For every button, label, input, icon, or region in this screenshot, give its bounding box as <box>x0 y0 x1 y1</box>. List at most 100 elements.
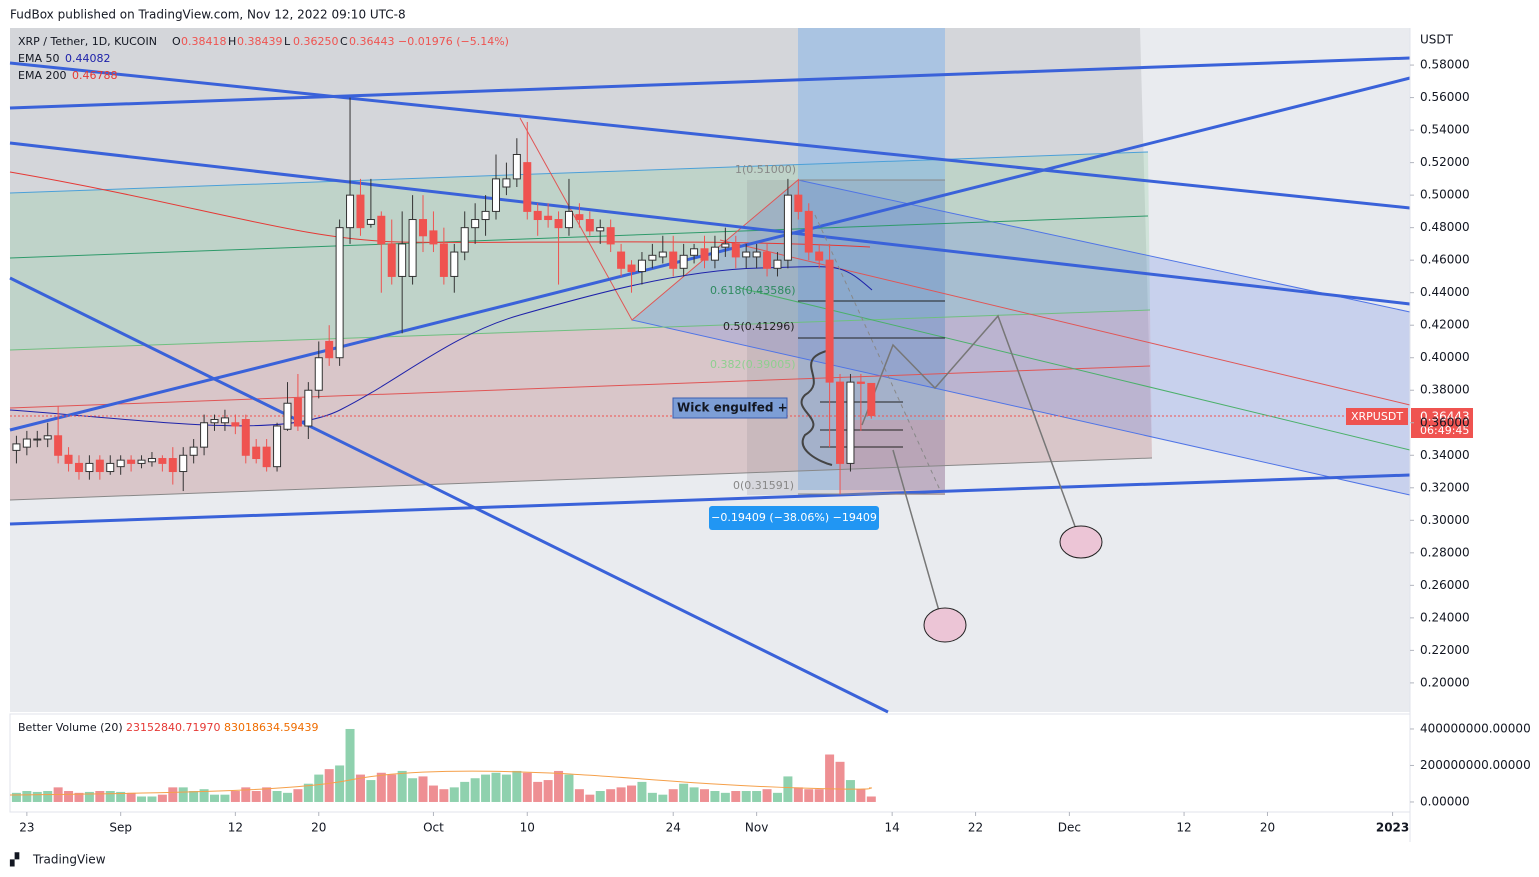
candle-body <box>220 417 229 424</box>
volume-bar <box>293 789 303 802</box>
volume-bar <box>491 772 501 802</box>
candle-body <box>773 259 782 269</box>
volume-bar <box>116 791 126 802</box>
y-tick-label: 0.30000 <box>1420 513 1470 527</box>
volume-bar <box>793 787 803 802</box>
volume-bar <box>387 774 397 802</box>
line <box>797 179 1411 313</box>
volume-bar <box>210 794 220 802</box>
y-tick-label: 0.36000 <box>1420 415 1470 429</box>
price-tag <box>1411 408 1473 438</box>
volume-bar <box>720 792 730 802</box>
volume-bar <box>731 791 741 802</box>
y-tick-label: 0.54000 <box>1420 123 1470 137</box>
line <box>9 309 1151 351</box>
volume-bar <box>814 789 824 802</box>
volume-bar <box>324 769 334 802</box>
candle-body <box>690 248 699 256</box>
candle-body <box>200 422 209 448</box>
candle-body <box>460 227 469 253</box>
fib-label: 1(0.51000) <box>735 163 796 176</box>
x-tick-label: 20 <box>1260 821 1275 835</box>
x-tick-label: 20 <box>311 821 326 835</box>
line <box>9 457 1153 501</box>
ohlc-value: 0.38418 <box>181 35 227 48</box>
volume-bar <box>408 778 418 802</box>
candle-body <box>335 227 344 359</box>
line <box>739 287 1411 451</box>
volume-bar <box>501 774 511 802</box>
volume-bar <box>554 770 564 802</box>
volume-bar <box>710 791 720 802</box>
volume-bar <box>64 791 74 802</box>
candle-body <box>377 215 386 245</box>
y-tick-label: 0.32000 <box>1420 480 1470 494</box>
volume-bar <box>241 787 251 802</box>
volume-bar <box>366 780 376 802</box>
line <box>9 215 1149 259</box>
volume-bar <box>428 785 438 802</box>
volume-bar <box>543 780 553 802</box>
volume-legend-value: 83018634.59439 <box>224 721 318 734</box>
candle-body <box>450 251 459 277</box>
candle-body <box>856 381 865 384</box>
indicator-value: 0.46788 <box>72 69 118 82</box>
volume-bar <box>168 787 178 802</box>
volume-bar <box>418 776 428 802</box>
candle-body <box>564 210 573 229</box>
volume-bar <box>668 789 678 802</box>
line <box>9 151 1149 194</box>
trendlines <box>9 56 1411 714</box>
candle-body <box>867 382 876 417</box>
candle-body <box>387 243 396 277</box>
volume-bar <box>481 774 491 802</box>
annotation-box <box>672 397 788 419</box>
volume-bar <box>11 792 21 802</box>
measure-box <box>709 506 879 530</box>
measure-label: −0.19409 (−38.06%) −19409 <box>711 511 877 524</box>
candle-body <box>356 194 365 229</box>
candle-body <box>127 459 136 464</box>
y-tick-label: 0.22000 <box>1420 643 1470 657</box>
candle-body <box>314 357 323 391</box>
fib-label: 0.5(0.41296) <box>723 320 795 333</box>
symbol-tag-text: XRPUSDT <box>1351 410 1403 423</box>
fib-zone <box>840 420 945 495</box>
candle-body <box>366 219 375 225</box>
volume-title: Better Volume (20) <box>18 721 123 734</box>
change: −0.01976 (−5.14%) <box>398 35 509 48</box>
volume-bar <box>741 791 751 802</box>
candle-body <box>721 243 730 248</box>
volume-bar <box>355 774 365 802</box>
candle-body <box>419 219 428 237</box>
logo: ▞ <box>9 852 20 867</box>
x-tick-label: 12 <box>1176 821 1191 835</box>
candle-body <box>617 251 626 269</box>
volume-bar <box>345 728 355 802</box>
fib-label: 0.382(0.39005) <box>710 358 796 371</box>
y-tick-label: 0.44000 <box>1420 285 1470 299</box>
candle-body <box>252 446 261 460</box>
volume-bar <box>251 791 261 802</box>
candle-body <box>106 462 115 473</box>
volume-bar <box>512 770 522 802</box>
candle-body <box>585 219 594 232</box>
candle-body <box>241 419 250 456</box>
volume-bar <box>105 791 115 802</box>
x-tick-label: 12 <box>228 821 243 835</box>
y-tick-label: 0.28000 <box>1420 545 1470 559</box>
volume-bar <box>574 789 584 802</box>
symbol-tag <box>1346 408 1408 425</box>
candle-body <box>179 454 188 473</box>
candle-body <box>95 459 104 473</box>
candle-body <box>512 153 521 180</box>
footer-brand: TradingView <box>32 853 106 867</box>
candle-body <box>273 425 282 468</box>
candle-body <box>33 438 42 441</box>
candles <box>9 97 876 802</box>
volume-bar <box>866 796 876 802</box>
volume-bar <box>533 781 543 802</box>
currency: USDT <box>1420 33 1454 47</box>
x-tick-label: 24 <box>666 821 681 835</box>
y-tick-label: 0.26000 <box>1420 578 1470 592</box>
